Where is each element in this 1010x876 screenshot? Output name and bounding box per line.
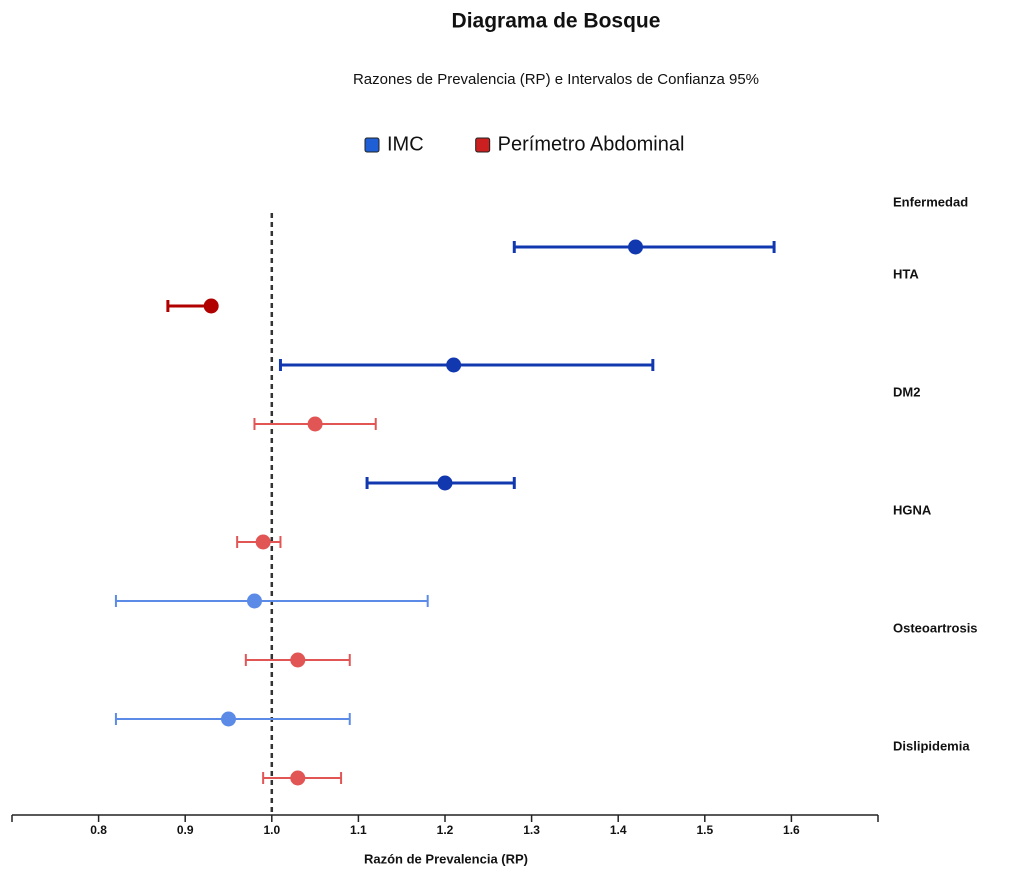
error-bar — [512, 241, 776, 253]
point — [437, 475, 453, 491]
point — [628, 239, 644, 255]
x-tick-label: 1.0 — [263, 823, 280, 837]
error-bar — [114, 595, 429, 607]
category-label: HTA — [893, 266, 919, 281]
legend-swatch — [364, 137, 380, 153]
x-tick-label: 0.9 — [177, 823, 194, 837]
error-bar — [278, 359, 655, 371]
chart-subtitle: Razones de Prevalencia (RP) e Intervalos… — [353, 71, 759, 88]
chart-title: Diagrama de Bosque — [452, 10, 661, 33]
category-label: Dislipidemia — [893, 738, 970, 753]
x-tick-label: 1.5 — [696, 823, 713, 837]
point — [290, 652, 306, 668]
x-tick-label: 1.6 — [783, 823, 800, 837]
legend-label: IMC — [387, 133, 424, 155]
category-header: Enfermedad — [893, 194, 968, 209]
point — [203, 298, 219, 314]
point — [246, 593, 262, 609]
x-tick-label: 1.4 — [610, 823, 627, 837]
point — [446, 357, 462, 373]
x-tick-label: 0.8 — [90, 823, 107, 837]
category-label: HGNA — [893, 502, 932, 517]
point — [255, 534, 271, 550]
x-tick-label: 1.3 — [523, 823, 540, 837]
legend-swatch — [475, 137, 491, 153]
legend-label: Perímetro Abdominal — [498, 133, 685, 155]
point — [290, 770, 306, 786]
x-axis-label: Razón de Prevalencia (RP) — [364, 851, 528, 866]
point — [221, 711, 236, 727]
category-label: Osteoartrosis — [893, 620, 978, 635]
point — [307, 416, 323, 432]
x-tick-label: 1.2 — [437, 823, 454, 837]
x-tick-label: 1.1 — [350, 823, 367, 837]
category-label: DM2 — [893, 384, 920, 399]
